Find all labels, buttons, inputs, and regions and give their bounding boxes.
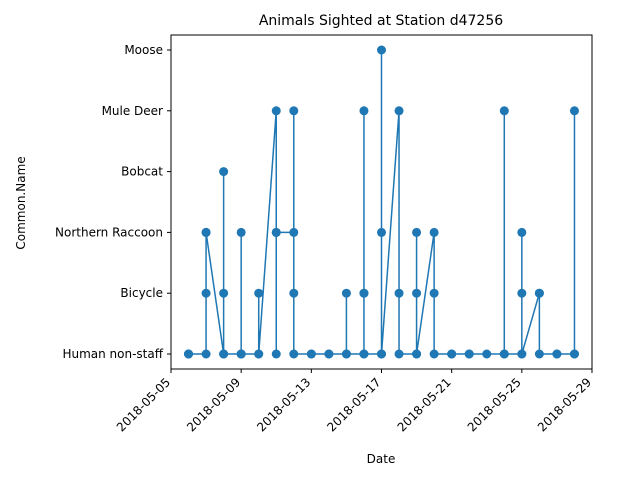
data-point bbox=[569, 106, 579, 116]
data-point bbox=[359, 349, 369, 359]
data-point bbox=[429, 227, 439, 237]
data-point bbox=[271, 349, 281, 359]
y-axis-label: Common.Name bbox=[14, 156, 28, 249]
plot-area bbox=[184, 45, 579, 359]
data-point bbox=[289, 227, 299, 237]
data-point bbox=[534, 288, 544, 298]
data-point bbox=[429, 349, 439, 359]
data-point bbox=[271, 106, 281, 116]
data-point bbox=[289, 288, 299, 298]
data-point bbox=[324, 349, 334, 359]
y-axis: Human non-staff Bicycle Northern Raccoon Bo… bbox=[55, 43, 171, 361]
data-point bbox=[341, 349, 351, 359]
data-point bbox=[236, 227, 246, 237]
data-point bbox=[499, 349, 509, 359]
plot-frame bbox=[170, 34, 593, 370]
data-point bbox=[377, 227, 386, 237]
data-point bbox=[201, 288, 211, 298]
data-point bbox=[377, 349, 386, 359]
x-tick-label: 2018-05-05 bbox=[114, 375, 173, 434]
data-point bbox=[464, 349, 474, 359]
y-tick-label: Bicycle bbox=[120, 286, 163, 300]
data-point bbox=[201, 349, 211, 359]
x-tick-label: 2018-05-17 bbox=[324, 375, 383, 434]
chart-title: Animals Sighted at Station d47256 bbox=[259, 13, 503, 29]
data-point bbox=[219, 349, 229, 359]
data-point bbox=[184, 349, 194, 359]
data-point bbox=[569, 349, 579, 359]
data-point bbox=[447, 349, 457, 359]
data-point bbox=[341, 288, 351, 298]
data-point bbox=[377, 45, 386, 55]
data-point bbox=[236, 349, 246, 359]
y-tick-label: Mule Deer bbox=[102, 104, 163, 118]
data-point bbox=[412, 288, 422, 298]
x-axis-label: Date bbox=[367, 452, 396, 466]
data-point bbox=[517, 288, 527, 298]
data-point bbox=[517, 349, 527, 359]
x-tick-label: 2018-05-25 bbox=[465, 375, 524, 434]
data-point bbox=[412, 227, 422, 237]
series-line bbox=[188, 49, 576, 355]
data-point bbox=[517, 227, 527, 237]
y-tick-label: Moose bbox=[124, 43, 163, 57]
data-point bbox=[289, 349, 299, 359]
data-point bbox=[359, 106, 369, 116]
data-point bbox=[201, 227, 211, 237]
data-point bbox=[394, 106, 404, 116]
y-tick-label: Human non-staff bbox=[62, 347, 163, 361]
x-tick-label: 2018-05-09 bbox=[184, 375, 243, 434]
y-tick-label: Northern Raccoon bbox=[55, 225, 163, 239]
x-tick-label: 2018-05-21 bbox=[395, 375, 454, 434]
x-axis: 2018-05-05 2018-05-09 2018-05-13 2018-05-17… bbox=[114, 369, 594, 434]
data-point bbox=[482, 349, 492, 359]
y-tick-label: Bobcat bbox=[121, 165, 163, 179]
data-point bbox=[271, 227, 281, 237]
data-point bbox=[394, 288, 404, 298]
data-point bbox=[289, 106, 299, 116]
data-point bbox=[219, 288, 229, 298]
data-point bbox=[394, 349, 404, 359]
data-point bbox=[499, 106, 509, 116]
data-point bbox=[429, 288, 439, 298]
data-point bbox=[552, 349, 562, 359]
data-point bbox=[359, 288, 369, 298]
x-tick-label: 2018-05-29 bbox=[535, 375, 594, 434]
data-point bbox=[306, 349, 316, 359]
data-point bbox=[534, 349, 544, 359]
data-point bbox=[254, 288, 264, 298]
x-tick-label: 2018-05-13 bbox=[254, 375, 313, 434]
data-point bbox=[412, 349, 422, 359]
data-point bbox=[254, 349, 264, 359]
data-point bbox=[219, 167, 229, 177]
